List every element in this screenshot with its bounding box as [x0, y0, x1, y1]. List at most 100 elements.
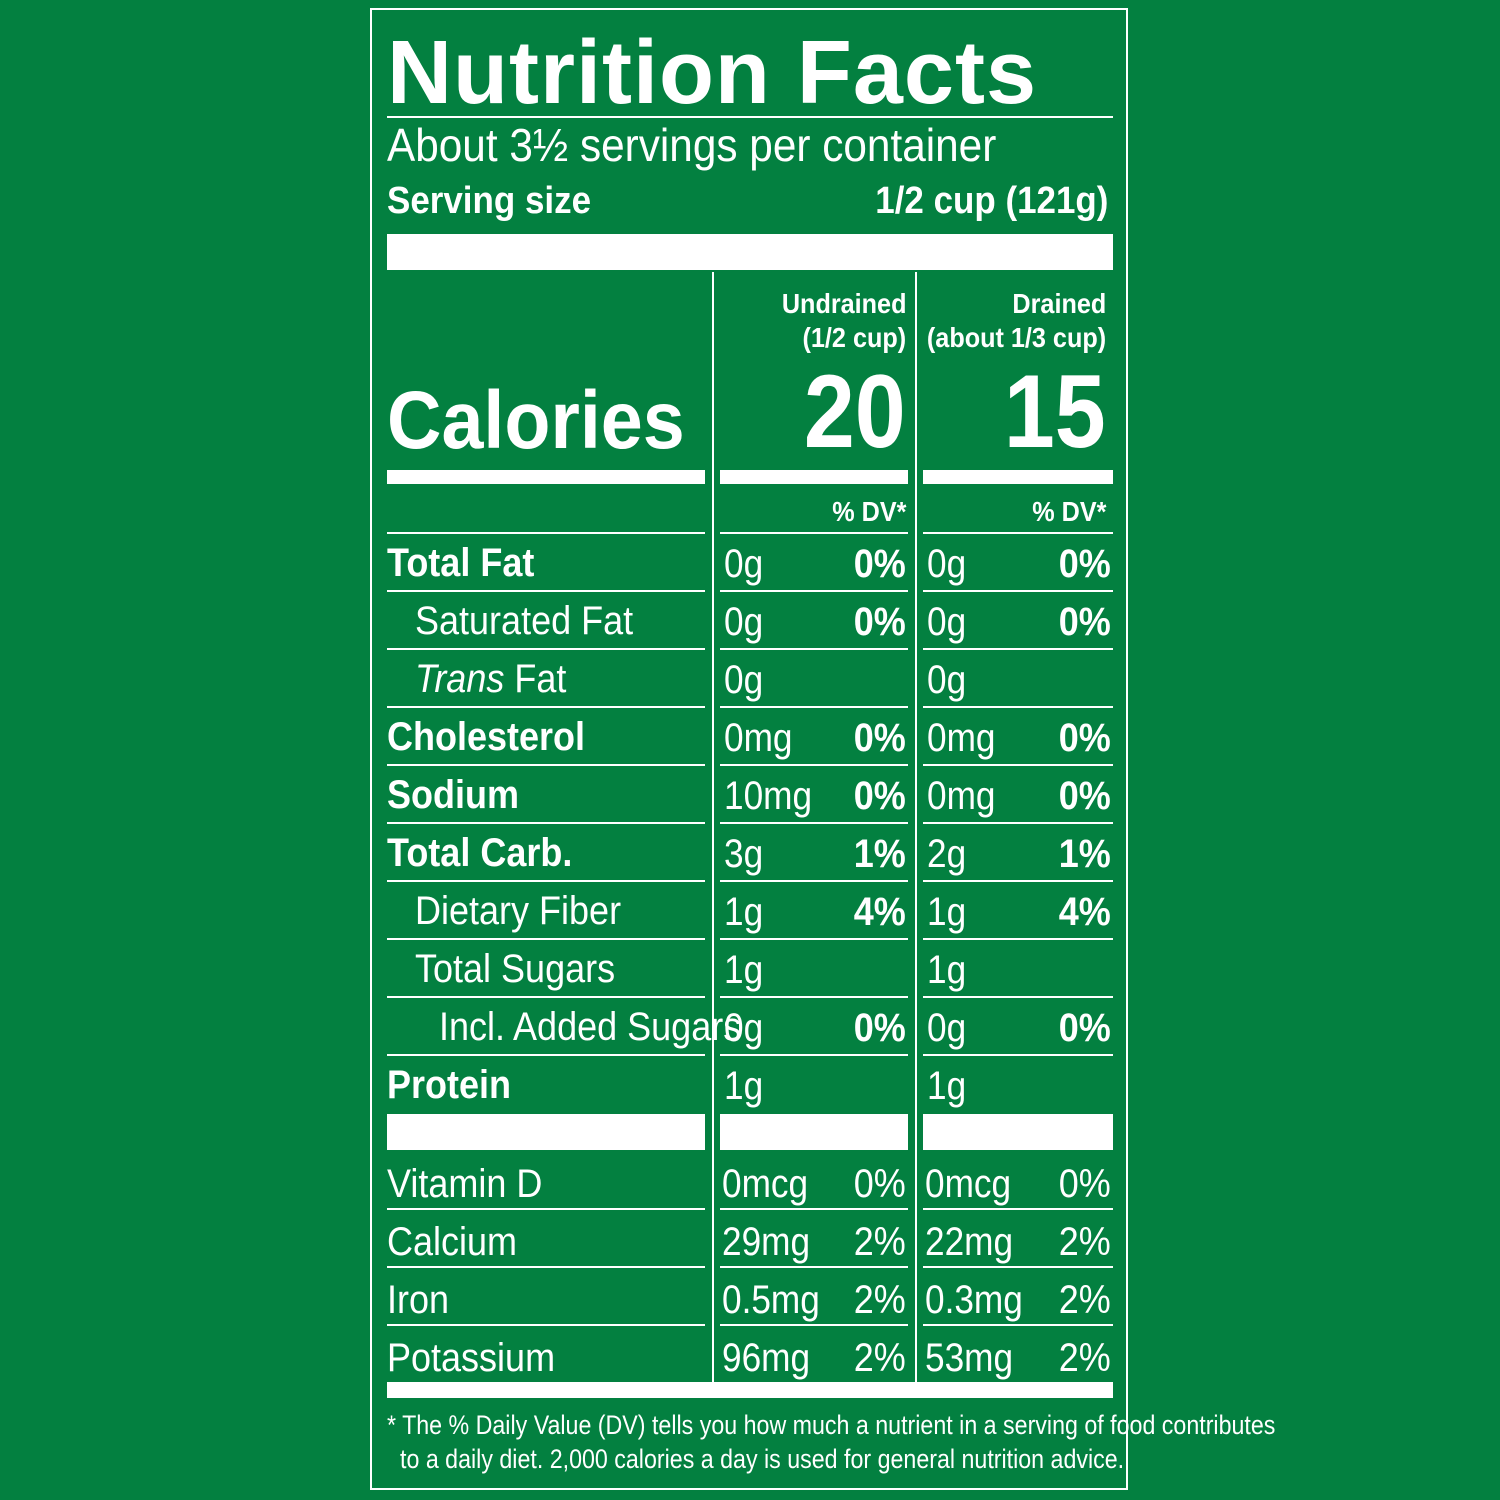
vitamin-amount: 0mcg: [722, 1162, 809, 1206]
vitamin-divider-col: [720, 1266, 908, 1268]
nutrient-amount: 1g: [724, 948, 764, 992]
nutrient-amount: 0g: [927, 600, 967, 644]
nutrient-amount: 2g: [927, 832, 967, 876]
nutrient-amount: 0mg: [724, 716, 793, 760]
footnote-line2: to a daily diet. 2,000 calories a day is…: [400, 1444, 1125, 1474]
footnote-bar: [387, 1382, 1113, 1398]
vitamin-separator-drained: [923, 1114, 1113, 1150]
calories-bar-undrained: [720, 470, 908, 484]
vitamin-divider-label: [387, 1324, 705, 1326]
nutrient-amount: 1g: [927, 890, 967, 934]
nutrient-amount: 0mg: [927, 716, 996, 760]
nutrient-divider-col: [923, 996, 1113, 998]
nutrient-divider-col: [923, 1054, 1113, 1056]
column-header-drained-line1: Drained: [1012, 288, 1106, 319]
vitamin-amount: 22mg: [925, 1220, 1014, 1264]
nutrient-label: Total Sugars: [415, 947, 616, 991]
vitamin-label: Potassium: [387, 1336, 556, 1380]
nutrient-percent-dv: 1%: [1058, 832, 1111, 876]
nutrient-divider-col: [720, 938, 908, 940]
dv-header-drained: % DV*: [1031, 496, 1106, 527]
nutrient-label: Cholesterol: [387, 715, 586, 759]
vitamin-percent-dv: 2%: [1058, 1336, 1111, 1380]
nutrient-percent-dv: 0%: [853, 1006, 906, 1050]
nutrient-divider-label: [387, 648, 705, 650]
vitamin-divider-col: [923, 1266, 1113, 1268]
footnote-line1: * The % Daily Value (DV) tells you how m…: [387, 1410, 1276, 1440]
vitamin-amount: 29mg: [722, 1220, 811, 1264]
calories-drained: 15: [1004, 354, 1106, 470]
nutrient-percent-dv: 0%: [1058, 774, 1111, 818]
nutrient-percent-dv: 0%: [853, 542, 906, 586]
vitamin-amount: 0.5mg: [722, 1278, 820, 1322]
nutrient-divider-label: [387, 996, 705, 998]
column-header-drained-line2: (about 1/3 cup): [926, 322, 1106, 353]
serving-size-value: 1/2 cup (121g): [874, 180, 1108, 222]
calories-undrained: 20: [804, 354, 906, 470]
title-divider: [387, 116, 1113, 118]
nutrient-amount: 0g: [724, 542, 764, 586]
vitamin-divider-col: [923, 1208, 1113, 1210]
serving-thick-bar: [387, 234, 1113, 270]
nutrient-divider-col: [923, 648, 1113, 650]
nutrient-divider-label: [387, 1054, 705, 1056]
vitamin-percent-dv: 0%: [853, 1162, 906, 1206]
nutrient-divider-col: [720, 822, 908, 824]
nutrient-divider-col: [923, 532, 1113, 534]
vitamin-percent-dv: 2%: [853, 1220, 906, 1264]
nutrient-divider-col: [720, 880, 908, 882]
vitamin-percent-dv: 2%: [853, 1278, 906, 1322]
nutrient-divider-col: [720, 1054, 908, 1056]
nutrient-label: Total Carb.: [387, 831, 573, 875]
vitamin-percent-dv: 2%: [1058, 1220, 1111, 1264]
nutrient-amount: 0g: [927, 542, 967, 586]
vitamin-percent-dv: 2%: [853, 1336, 906, 1380]
nutrient-amount: 1g: [927, 948, 967, 992]
nutrient-divider-col: [923, 590, 1113, 592]
nutrient-label: Sodium: [387, 773, 520, 817]
vitamin-amount: 96mg: [722, 1336, 811, 1380]
nutrient-label: Total Fat: [387, 541, 535, 585]
nutrient-percent-dv: 0%: [1058, 600, 1111, 644]
nutrient-percent-dv: 0%: [1058, 542, 1111, 586]
nutrient-divider-col: [720, 996, 908, 998]
nutrient-divider-label: [387, 706, 705, 708]
nutrient-divider-col: [720, 590, 908, 592]
nutrition-facts-label: Nutrition Facts About 3½ servings per co…: [370, 8, 1275, 1490]
nutrient-divider-label: [387, 764, 705, 766]
nutrient-percent-dv: 0%: [1058, 716, 1111, 760]
nutrient-percent-dv: 4%: [853, 890, 906, 934]
nutrient-divider-col: [720, 648, 908, 650]
nutrient-amount: 1g: [724, 890, 764, 934]
nutrient-amount: 1g: [927, 1064, 967, 1108]
nutrient-divider-col: [720, 532, 908, 534]
vitamin-percent-dv: 2%: [1058, 1278, 1111, 1322]
nutrient-divider-col: [923, 880, 1113, 882]
label-title: Nutrition Facts: [387, 23, 1038, 123]
nutrient-label: Trans Fat: [415, 659, 566, 699]
vitamin-label: Calcium: [387, 1220, 518, 1264]
nutrient-divider-label: [387, 880, 705, 882]
nutrient-percent-dv: 4%: [1058, 890, 1111, 934]
nutrient-label: Protein: [387, 1063, 512, 1107]
dv-header-undrained: % DV*: [831, 496, 906, 527]
nutrient-divider-col: [923, 706, 1113, 708]
nutrient-divider-col: [923, 938, 1113, 940]
servings-per-container: About 3½ servings per container: [387, 119, 997, 171]
nutrient-percent-dv: 0%: [1058, 1006, 1111, 1050]
nutrient-divider-label: [387, 532, 705, 534]
calories-label: Calories: [387, 375, 685, 466]
nutrient-amount: 10mg: [724, 774, 813, 818]
vitamin-amount: 53mg: [925, 1336, 1014, 1380]
vitamin-divider-col: [720, 1324, 908, 1326]
column-header-undrained-line1: Undrained: [781, 288, 906, 319]
vitamin-separator-undrained: [720, 1114, 908, 1150]
nutrient-percent-dv: 0%: [853, 600, 906, 644]
nutrient-label: Incl. Added Sugars: [439, 1005, 742, 1049]
nutrient-divider-col: [923, 822, 1113, 824]
nutrient-divider-col: [720, 764, 908, 766]
calories-bar-label: [387, 470, 705, 484]
nutrient-amount: 3g: [724, 832, 764, 876]
nutrient-amount: 0g: [724, 600, 764, 644]
nutrient-amount: 0g: [724, 658, 764, 702]
